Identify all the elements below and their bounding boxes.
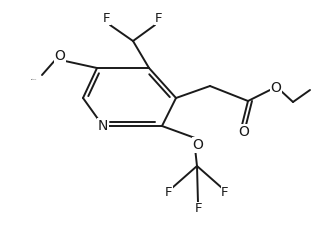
Text: F: F: [221, 187, 229, 199]
Text: F: F: [103, 11, 111, 25]
Text: O: O: [239, 125, 249, 139]
Text: F: F: [194, 203, 202, 215]
Text: N: N: [98, 119, 108, 133]
Text: O: O: [55, 49, 65, 63]
Text: O: O: [193, 138, 204, 152]
Text: F: F: [154, 11, 162, 25]
Text: F: F: [165, 187, 173, 199]
Text: O: O: [271, 81, 281, 95]
Text: methoxy: methoxy: [31, 78, 37, 80]
